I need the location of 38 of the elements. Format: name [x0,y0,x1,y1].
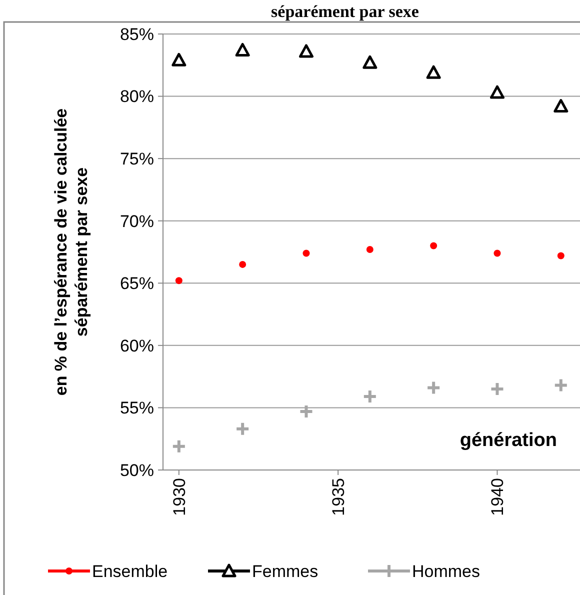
point [362,389,378,404]
y-tick-label: 65% [120,274,154,294]
x-tick-label: 1935 [329,478,348,516]
y-tick-label: 85% [120,24,154,44]
point [494,250,501,257]
point [554,99,568,112]
x-tick-label: 1940 [488,478,508,516]
point [430,242,438,250]
point [557,252,564,260]
y-axis-title: en % de l’espérance de vie calculée séparément par sexe [52,108,91,396]
point [426,65,441,79]
y-tick-label: 60% [120,336,154,356]
legend-label: Ensemble [92,562,168,581]
point [302,250,310,257]
point [426,380,442,396]
point [235,42,250,56]
point [235,421,250,436]
y-tick-label: 75% [120,150,154,169]
y-tick-label: 70% [120,212,154,231]
point [298,44,314,58]
chart-title: séparément par sexe [271,2,420,21]
point [490,85,504,99]
point [239,260,246,268]
point [553,378,568,393]
y-tick-label: 80% [120,87,154,106]
legend-label: Femmes [252,562,318,581]
point [362,55,378,69]
point [298,404,314,419]
y-tick-label: 50% [120,460,154,480]
point [490,382,505,397]
point [366,246,374,254]
x-tick-label: 1930 [170,478,189,516]
point [171,438,186,454]
point [175,277,182,284]
y-tick-label: 55% [120,398,154,418]
point [172,52,186,66]
x-axis-title: génération [460,430,557,451]
legend-label: Hommes [412,562,480,581]
